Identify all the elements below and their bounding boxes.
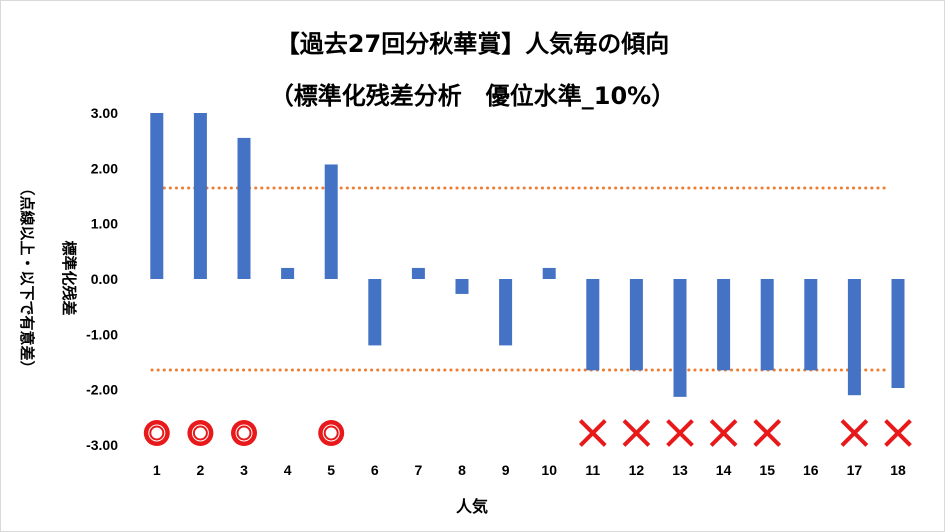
x-tick-label: 16 (803, 462, 819, 478)
x-tick-label: 4 (284, 462, 292, 478)
x-tick-label: 10 (541, 462, 557, 478)
cross-marker (622, 419, 651, 447)
circle-marker-ring (149, 425, 165, 441)
circle-marker-ring (236, 425, 252, 441)
x-tick-label: 11 (585, 462, 600, 478)
bar (760, 279, 774, 371)
x-tick-label: 2 (197, 462, 205, 478)
x-tick-label: 15 (759, 462, 775, 478)
bar (673, 279, 687, 397)
cross-marker (709, 419, 738, 447)
y-tick-label: 1.00 (91, 216, 118, 232)
y-tick-label: -3.00 (86, 437, 118, 453)
bar (368, 279, 382, 346)
bar (411, 267, 425, 279)
bar (586, 279, 600, 371)
bar (237, 137, 251, 279)
x-tick-label: 17 (847, 462, 863, 478)
y-tick-label: 2.00 (91, 160, 118, 176)
y-axis-title: 標準化残差 (60, 240, 78, 315)
bar (150, 113, 164, 279)
cross-marker (884, 419, 912, 447)
y-tick-label: -2.00 (86, 382, 118, 398)
chart-title: 【過去27回分秋華賞】人気毎の傾向 (275, 30, 670, 58)
bar (542, 267, 556, 279)
y-tick-label: 3.00 (91, 105, 118, 121)
bar (629, 279, 643, 371)
bar (717, 279, 731, 371)
x-tick-label: 6 (371, 462, 379, 478)
y-tick-label: -1.00 (86, 326, 118, 342)
x-tick-label: 3 (240, 462, 248, 478)
bar (455, 279, 469, 294)
cross-marker (578, 419, 607, 447)
bar (804, 279, 818, 371)
x-tick-label: 5 (327, 462, 335, 478)
x-tick-label: 8 (458, 462, 466, 478)
cross-marker (753, 419, 782, 447)
cross-marker (840, 419, 869, 447)
bar (847, 279, 861, 396)
x-tick-label: 9 (502, 462, 510, 478)
circle-marker-ring (323, 425, 339, 441)
y-axis-subtitle: （点線以上・以下で有意差） (18, 180, 36, 375)
bar (281, 267, 295, 279)
x-tick-label: 18 (890, 462, 906, 478)
x-tick-label: 14 (716, 462, 732, 478)
bar (891, 279, 905, 389)
bar (324, 164, 338, 279)
x-tick-label: 13 (672, 462, 688, 478)
x-tick-label: 7 (415, 462, 423, 478)
bar (193, 113, 207, 279)
y-tick-label: 0.00 (91, 271, 118, 287)
x-tick-label: 12 (629, 462, 645, 478)
circle-marker-ring (192, 425, 208, 441)
bar (499, 279, 513, 346)
cross-marker (666, 419, 694, 447)
x-axis-title: 人気 (456, 497, 488, 516)
chart-subtitle: （標準化残差分析 優位水準_10%） (269, 82, 676, 110)
x-tick-label: 1 (153, 462, 161, 478)
